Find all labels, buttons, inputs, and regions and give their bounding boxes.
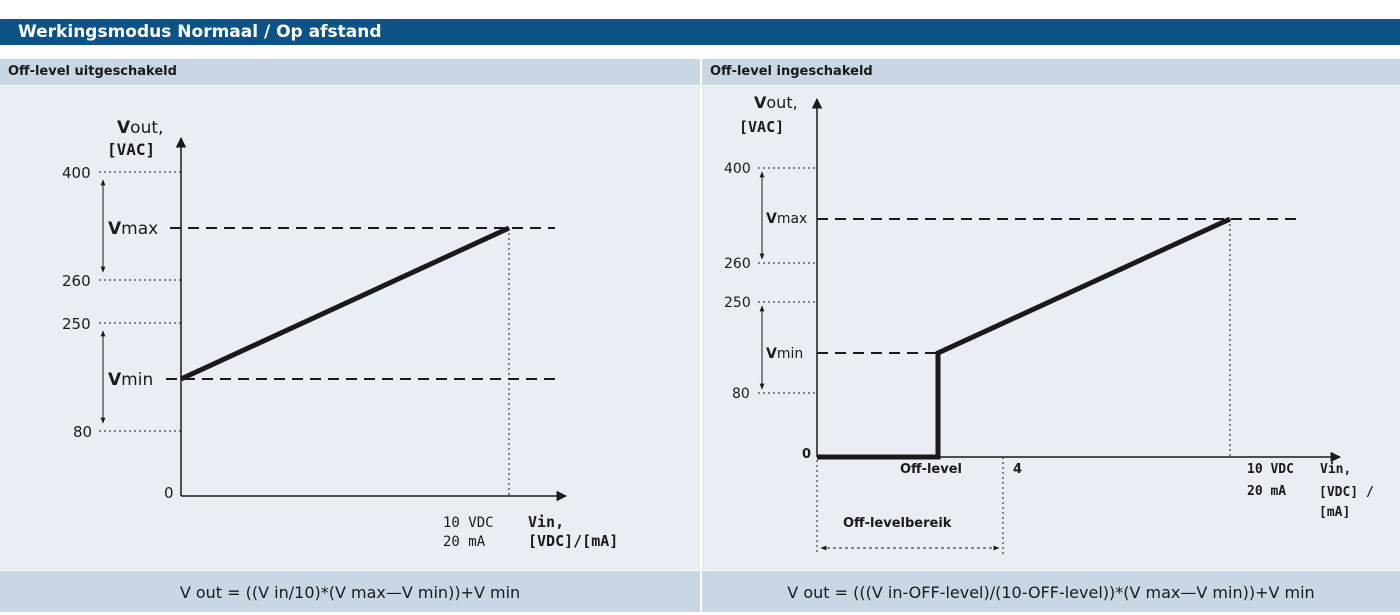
left-x-tick-10vdc: 10 VDC	[443, 515, 494, 531]
right-diagram: 400 260 250 80 0 Vmax Vmin Off-levelbere…	[724, 93, 1374, 555]
right-subtitle: Off-level ingeschakeld	[702, 59, 1400, 85]
right-tick-260: 260	[724, 256, 751, 272]
right-x-axis-label-1: Vin,	[1320, 462, 1351, 477]
right-tick-80: 80	[732, 386, 750, 402]
right-x-axis-label-3: [mA]	[1319, 505, 1350, 520]
right-formula: V out = (((V in-OFF-level)/(10-OFF-level…	[702, 571, 1400, 612]
right-tick-0: 0	[802, 447, 811, 462]
left-output-curve	[179, 225, 511, 382]
right-x-tick-10vdc: 10 VDC	[1247, 462, 1294, 477]
right-output-curve	[817, 216, 1232, 460]
panel-divider	[700, 59, 702, 612]
figure-title: Werkingsmodus Normaal / Op afstand	[0, 19, 1400, 45]
right-x-axis-label-2: [VDC] /	[1319, 485, 1374, 500]
right-off-level-range-label: Off-levelbereik	[843, 516, 952, 531]
left-y-axis-label: Vout,	[117, 118, 163, 138]
right-panel	[702, 86, 1400, 570]
left-tick-260: 260	[62, 272, 91, 290]
left-x-tick-20ma: 20 mA	[443, 534, 486, 550]
right-x-tick-4: 4	[1013, 462, 1022, 477]
left-x-axis-label-2: [VDC]/[mA]	[528, 532, 618, 550]
right-tick-250: 250	[724, 295, 751, 311]
left-subtitle: Off-level uitgeschakeld	[0, 59, 700, 85]
left-x-axis-label-1: Vin,	[528, 513, 564, 531]
left-tick-400: 400	[62, 164, 91, 182]
left-tick-250: 250	[62, 315, 91, 333]
right-vmin-label: Vmin	[766, 346, 803, 362]
right-y-axis-unit: [VAC]	[739, 118, 784, 136]
left-tick-80: 80	[73, 423, 92, 441]
left-panel	[0, 86, 700, 570]
left-tick-0: 0	[164, 484, 174, 502]
left-vmin-label: Vmin	[108, 370, 153, 390]
left-formula: V out = ((V in/10)*(V max—V min))+V min	[0, 571, 700, 612]
right-x-off-level-label: Off-level	[900, 462, 962, 477]
right-y-axis-label: Vout,	[754, 93, 798, 112]
right-x-tick-20ma: 20 mA	[1247, 484, 1286, 499]
right-vmax-label: Vmax	[766, 211, 807, 227]
right-tick-400: 400	[724, 161, 751, 177]
left-vmax-label: Vmax	[108, 219, 158, 239]
left-y-axis-unit: [VAC]	[107, 140, 155, 159]
left-diagram: 400 260 250 80 0 Vmax Vmin Vout, [VAC] 1…	[62, 118, 618, 550]
diagrams-svg: 400 260 250 80 0 Vmax Vmin Vout, [VAC] 1…	[62, 93, 1374, 555]
